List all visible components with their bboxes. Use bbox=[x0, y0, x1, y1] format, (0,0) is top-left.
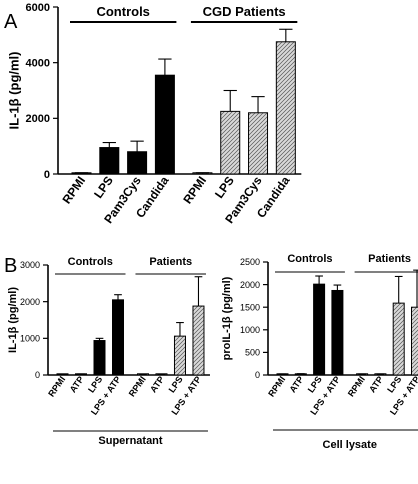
category-label: RPMI bbox=[46, 374, 67, 398]
category-label: ATP bbox=[287, 374, 305, 394]
y-tick-label: 500 bbox=[245, 348, 260, 358]
group-label: Patients bbox=[149, 256, 192, 268]
y-tick-label: 0 bbox=[35, 370, 40, 380]
group-label: Controls bbox=[96, 4, 149, 19]
y-tick-label: 1000 bbox=[240, 325, 260, 335]
group-label: Controls bbox=[287, 253, 332, 265]
y-axis-label: proIL-1β (pg/ml) bbox=[221, 276, 233, 360]
group-label: Controls bbox=[68, 256, 113, 268]
category-label: RPMI bbox=[59, 174, 88, 207]
category-label: ATP bbox=[148, 374, 166, 394]
category-label: LPS bbox=[91, 174, 116, 201]
category-label: RPMI bbox=[346, 374, 367, 398]
bar bbox=[127, 151, 148, 175]
bar bbox=[192, 305, 205, 376]
bar bbox=[331, 289, 344, 376]
bar bbox=[313, 283, 326, 376]
y-tick-label: 3000 bbox=[20, 260, 40, 270]
footer-label: Cell lysate bbox=[323, 439, 377, 451]
y-tick-label: 2000 bbox=[26, 113, 50, 125]
y-tick-label: 0 bbox=[44, 169, 50, 181]
chart-cell-lysate: 0 500 1000 1500 2000 2500 proIL-1β (pg/ml) RPMI… bbox=[221, 253, 418, 451]
y-tick-label: 6000 bbox=[26, 2, 50, 14]
bar bbox=[99, 147, 120, 175]
bar bbox=[154, 74, 175, 175]
bar bbox=[112, 299, 124, 376]
bar bbox=[248, 112, 269, 175]
bar bbox=[275, 41, 296, 175]
panel-label-a: A bbox=[4, 11, 18, 33]
category-label: ATP bbox=[367, 374, 385, 394]
y-axis-label: IL-1β (pg/ml) bbox=[7, 287, 19, 353]
category-label: RPMI bbox=[180, 174, 209, 207]
y-tick-label: 2000 bbox=[240, 280, 260, 290]
group-label: Patients bbox=[368, 253, 411, 265]
bar bbox=[392, 302, 405, 376]
bar bbox=[93, 340, 106, 376]
bar bbox=[173, 335, 186, 376]
y-tick-label: 2500 bbox=[240, 257, 260, 267]
category-label: ATP bbox=[68, 374, 86, 394]
category-label: RPMI bbox=[266, 374, 287, 398]
y-tick-label: 1000 bbox=[20, 333, 40, 343]
y-tick-label: 2000 bbox=[20, 297, 40, 307]
footer-label: Supernatant bbox=[98, 435, 163, 447]
category-label: LPS bbox=[212, 174, 237, 201]
y-tick-label: 4000 bbox=[26, 58, 50, 70]
y-axis-label: IL-1β (pg/ml) bbox=[7, 52, 22, 130]
panel-label-b: B bbox=[4, 255, 17, 277]
bar bbox=[220, 110, 241, 175]
category-label: RPMI bbox=[127, 374, 148, 398]
y-tick-label: 1500 bbox=[240, 302, 260, 312]
bar bbox=[411, 306, 418, 376]
y-tick-label: 0 bbox=[255, 370, 260, 380]
group-label: CGD Patients bbox=[203, 4, 286, 19]
